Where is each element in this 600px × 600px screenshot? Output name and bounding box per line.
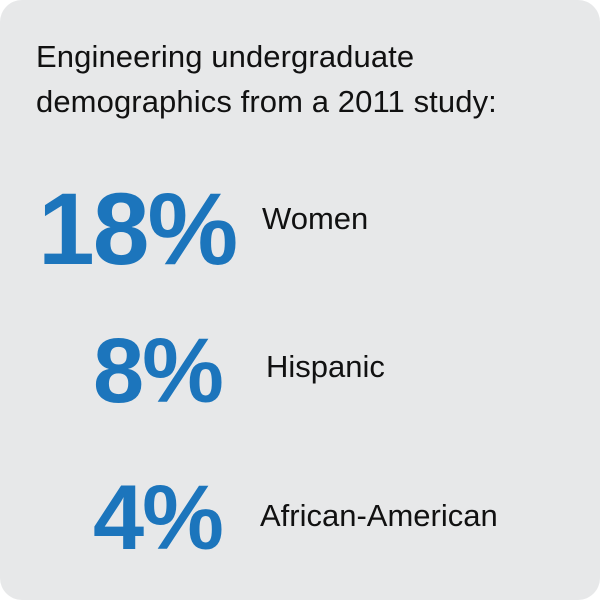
- heading-line-1: Engineering undergraduate: [36, 39, 415, 74]
- stat-label-african-american: African-American: [260, 498, 498, 533]
- stat-value-women: 18%: [38, 172, 238, 286]
- card-heading: Engineering undergraduate demographics f…: [36, 34, 576, 124]
- stat-label-women: Women: [262, 201, 369, 236]
- stat-value-hispanic: 8%: [93, 320, 224, 422]
- heading-line-2: demographics from a 2011 study:: [36, 84, 497, 119]
- stat-value-african-american: 4%: [93, 467, 224, 569]
- stat-label-hispanic: Hispanic: [266, 349, 385, 384]
